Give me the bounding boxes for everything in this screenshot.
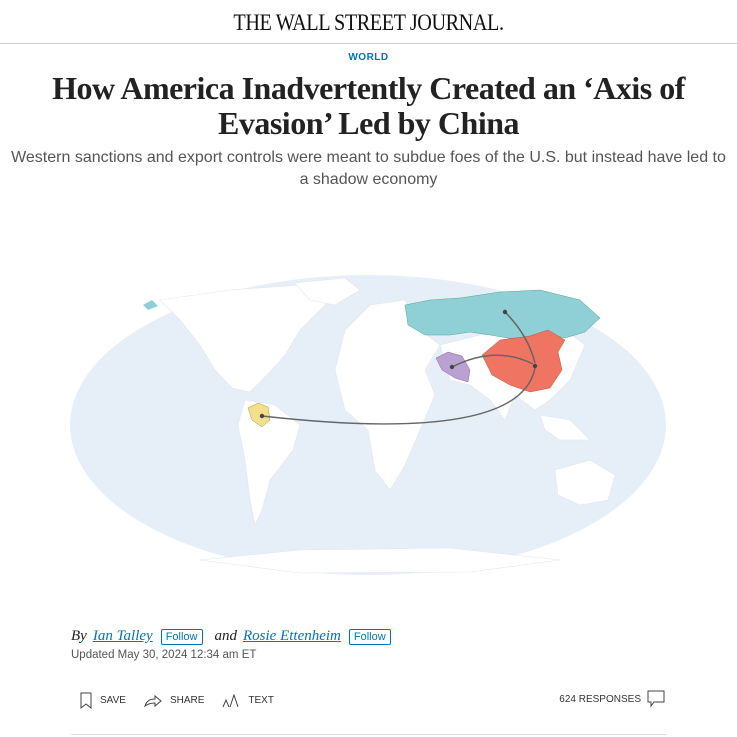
masthead: THE WALL STREET JOURNAL. [0, 0, 737, 44]
author-link-ian-talley[interactable]: Ian Talley [92, 628, 153, 644]
responses-count[interactable]: 624 RESPONSES [559, 693, 641, 705]
save-button[interactable]: SAVE [100, 695, 126, 706]
divider [71, 734, 666, 735]
australia [554, 459, 616, 506]
section-label[interactable]: WORLD [348, 52, 389, 63]
and-label: and [214, 628, 238, 644]
share-arrow-icon[interactable] [144, 694, 162, 708]
by-label: By [71, 628, 87, 644]
author-link-rosie-ettenheim[interactable]: Rosie Ettenheim [243, 628, 341, 644]
venezuela [247, 402, 271, 428]
comment-icon[interactable] [647, 690, 665, 708]
follow-button[interactable]: Follow [160, 628, 203, 645]
greenland [294, 277, 361, 306]
article-toolbar: SAVE SHARE TEXT [80, 692, 284, 709]
wsj-logo[interactable]: THE WALL STREET JOURNAL. [233, 10, 504, 35]
world-map [70, 275, 666, 575]
dek: Western sanctions and export controls we… [11, 149, 726, 188]
trade-arrows [261, 311, 536, 425]
russia [404, 289, 601, 341]
alaska-russia [143, 300, 158, 310]
responses-button[interactable]: 624 RESPONSES [559, 690, 665, 708]
arrow-russia-china [504, 311, 536, 364]
share-button[interactable]: SHARE [169, 695, 205, 706]
southeast-asia [539, 414, 591, 441]
follow-button[interactable]: Follow [348, 628, 391, 645]
bookmark-icon[interactable] [80, 692, 92, 709]
text-button[interactable]: TEXT [248, 695, 274, 706]
text-size-icon[interactable] [222, 693, 240, 708]
arrow-iran-china [451, 354, 534, 368]
updated-timestamp: Updated May 30, 2024 12:34 am ET [71, 649, 257, 661]
byline: By Ian Talley Follow and Rosie Ettenheim… [71, 628, 397, 645]
arrow-venezuela-china [261, 367, 536, 425]
headline: How America Inadvertently Created an ‘Ax… [52, 70, 685, 141]
antarctica [199, 547, 561, 574]
